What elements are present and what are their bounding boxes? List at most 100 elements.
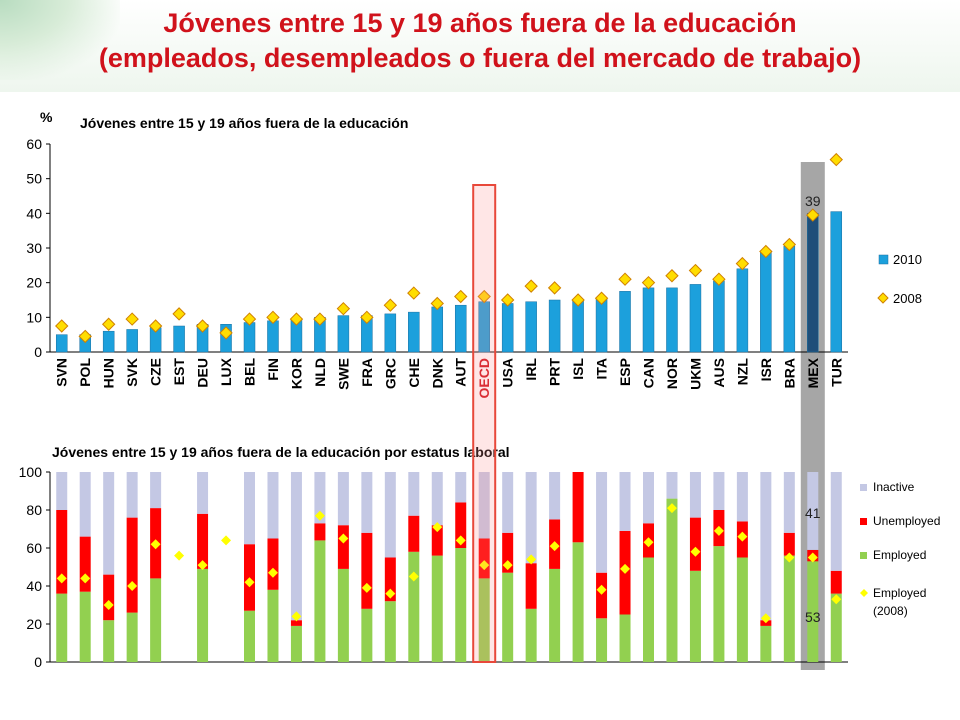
bar-2010-CHE [408, 311, 420, 353]
chart1-category-HUN: HUN [101, 358, 117, 388]
chart1-category-ISL: ISL [570, 358, 586, 380]
bar-employed-MEX [807, 561, 819, 662]
marker-employed-2008-TUR [831, 594, 842, 605]
marker-employed-2008-FRA [361, 582, 372, 593]
chart1-mex-label: 39 [805, 193, 821, 209]
chart1-category-DNK: DNK [429, 358, 445, 388]
bar-employed-DNK [431, 555, 443, 662]
chart1-category-CZE: CZE [148, 358, 164, 386]
marker-2008-AUS [712, 272, 726, 286]
marker-employed-2008-LUX [221, 535, 232, 546]
bar-inactive-ITA [596, 472, 608, 573]
marker-2008-AUT [454, 289, 468, 304]
bar-employed-FRA [361, 608, 373, 662]
legend2-label-employed-2008-line1: Employed [873, 586, 926, 600]
marker-2008-KOR [289, 312, 304, 326]
bar-employed-CAN [643, 557, 654, 662]
oecd-outline [472, 184, 497, 663]
legend1-swatch-2008 [877, 292, 889, 304]
legend1-label-2008: 2008 [893, 291, 922, 306]
marker-employed-2008-SVK [127, 581, 138, 591]
bar-employed-UKM [689, 570, 701, 662]
bar-employed-ESP [619, 614, 631, 662]
bar-employed-POL [79, 591, 91, 662]
bar-unemployed-HUN [103, 574, 115, 621]
marker-employed-2008-BRA [784, 552, 795, 563]
chart1-category-GRC: GRC [382, 358, 398, 389]
chart1-category-LUX: LUX [218, 357, 234, 386]
marker-employed-2008-POL [80, 573, 91, 584]
marker-2008-SWE [336, 301, 351, 316]
bar-employed-FIN [267, 589, 279, 662]
marker-employed-2008-ESP [620, 563, 631, 574]
bar-2010-USA [501, 303, 514, 353]
bar-2010-ITA [595, 298, 608, 353]
bar-2010-NZL [736, 268, 749, 353]
bar-inactive-SWE [337, 472, 349, 526]
bar-2010-SVN [55, 334, 68, 353]
legend2-label-unemployed: Unemployed [873, 514, 940, 528]
bar-2010-TUR [830, 211, 843, 353]
bar-unemployed-IRL [525, 563, 537, 609]
bar-inactive-ISR [760, 472, 772, 621]
bar-unemployed-POL [79, 536, 91, 592]
bar-2010-AUT [454, 304, 467, 353]
chart1-category-BEL: BEL [242, 358, 258, 386]
chart2-ytick-label: 20 [26, 616, 42, 632]
marker-2008-BEL [242, 312, 257, 326]
bar-unemployed-KOR [290, 620, 302, 626]
marker-2008-OECD [477, 289, 491, 304]
chart1-category-POL: POL [77, 358, 93, 387]
chart1-category-PRT: PRT [547, 358, 563, 386]
bar-inactive-SVK [126, 472, 138, 518]
bar-employed-USA [502, 572, 514, 662]
marker-2008-FIN [266, 310, 280, 325]
marker-employed-2008-KOR [291, 611, 302, 622]
legend2-swatch-inactive [860, 484, 867, 491]
chart1-category-NLD: NLD [312, 358, 328, 387]
slide-title: Jóvenes entre 15 y 19 años fuera de la e… [0, 6, 960, 76]
bar-2010-SVK [126, 329, 138, 353]
chart1-ytick-label: 20 [26, 275, 42, 291]
title-line-1: Jóvenes entre 15 y 19 años fuera de la e… [163, 8, 797, 38]
marker-employed-2008-CZE [150, 539, 161, 550]
chart1-ytick-label: 60 [26, 136, 42, 152]
bar-employed-AUT [455, 548, 467, 662]
chart1-ytick-label: 10 [26, 309, 42, 325]
marker-2008-ITA [594, 291, 609, 305]
chart1-ytick-label: 30 [26, 240, 42, 256]
chart1-category-NOR: NOR [664, 358, 680, 389]
bar-employed-NZL [736, 557, 748, 662]
marker-2008-LUX [219, 326, 233, 340]
bar-employed-NLD [314, 540, 326, 662]
marker-2008-SVK [125, 312, 139, 326]
bar-inactive-NOR [666, 472, 678, 499]
bar-2010-ESP [619, 291, 631, 353]
chart1-category-CHE: CHE [406, 358, 422, 388]
bar-inactive-MEX [807, 472, 819, 550]
marker-2008-SVN [55, 319, 69, 333]
chart2-title: Jóvenes entre 15 y 19 años fuera de la e… [52, 444, 510, 460]
bar-inactive-KOR [290, 472, 302, 621]
bar-inactive-USA [502, 472, 514, 533]
bar-employed-GRC [384, 601, 396, 662]
marker-employed-2008-OECD [479, 560, 490, 571]
legend2-swatch-employed-2008 [860, 589, 868, 597]
bar-inactive-CHE [408, 472, 420, 516]
marker-2008-CAN [641, 275, 656, 290]
bar-unemployed-FRA [361, 532, 373, 609]
bar-employed-ISR [760, 625, 772, 662]
chart1-ylabel: % [40, 109, 53, 125]
bar-2010-GRC [384, 313, 397, 353]
bar-2010-BRA [783, 246, 796, 353]
marker-2008-POL [78, 329, 92, 344]
chart1-category-MEX: MEX [805, 357, 821, 388]
bar-2010-AUS [713, 280, 725, 353]
bar-inactive-ESP [619, 472, 631, 531]
bar-unemployed-UKM [689, 517, 701, 571]
bar-inactive-PRT [549, 472, 561, 520]
bar-inactive-HUN [103, 472, 115, 575]
legend1-label-2010: 2010 [893, 252, 922, 267]
chart2-mex-label-inactive: 41 [805, 505, 821, 521]
bar-inactive-BEL [244, 472, 255, 545]
